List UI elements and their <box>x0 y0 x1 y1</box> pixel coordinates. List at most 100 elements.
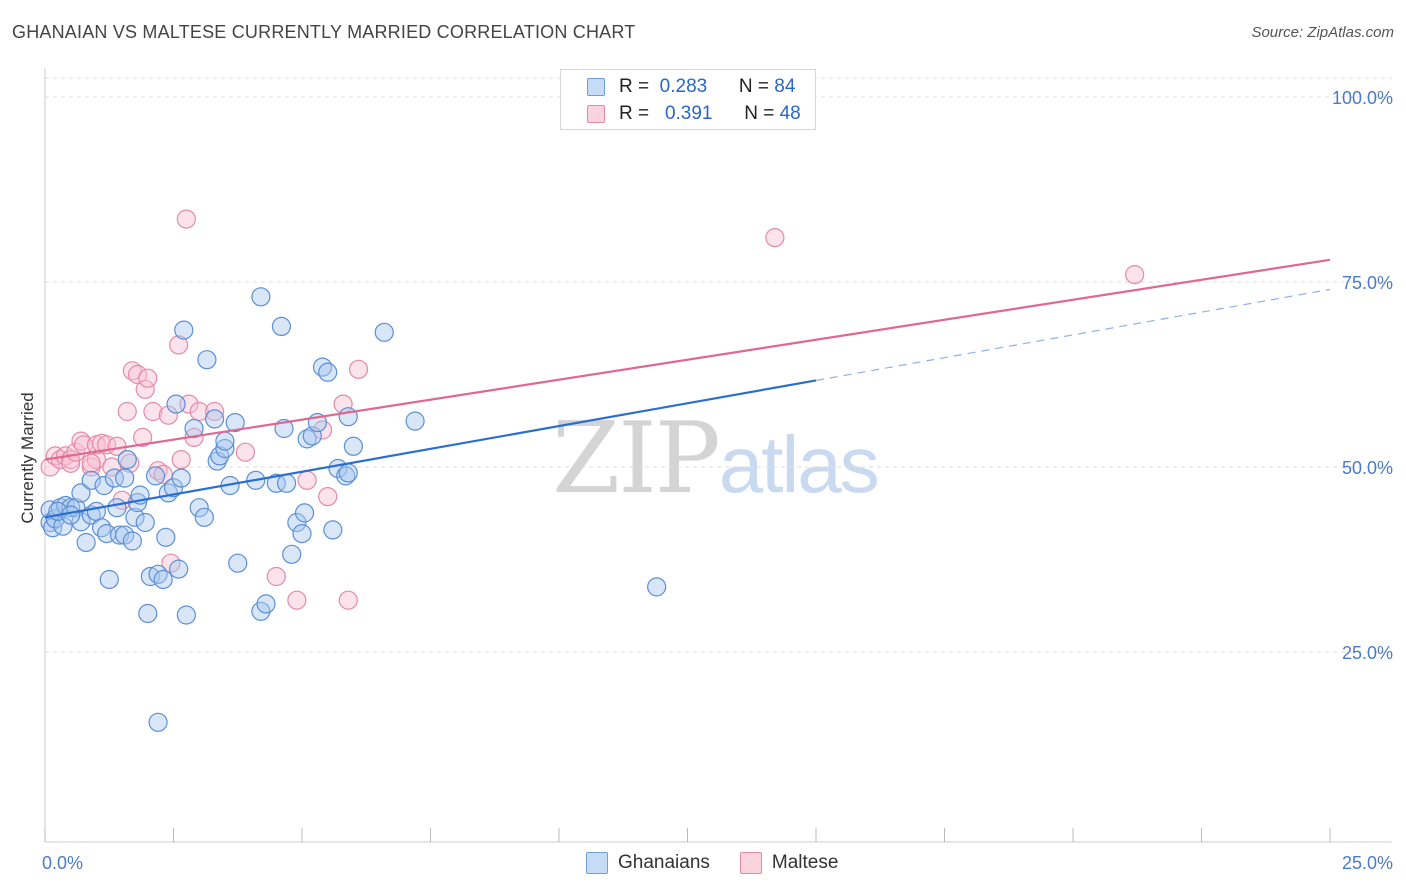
legend-r-value: 0.283 <box>659 76 708 97</box>
y-tick-label: 75.0% <box>1342 273 1393 293</box>
ghanaian-point <box>256 594 276 614</box>
ghanaian-point <box>318 362 338 382</box>
maltese-point <box>138 368 158 388</box>
ghanaian-point <box>71 483 91 503</box>
ghanaian-point <box>282 544 302 564</box>
correlation-legend: R = 0.283 N = 84 R = 0.391 N = 48 <box>560 69 816 130</box>
ghanaian-point <box>94 475 114 496</box>
maltese-point <box>171 450 191 470</box>
legend-n-value: 48 <box>779 103 801 124</box>
ghanaian-point <box>163 478 184 498</box>
axis-layer <box>44 68 1392 843</box>
maltese-point <box>338 590 358 610</box>
ghanaian-points <box>40 287 667 732</box>
grid-layer <box>45 77 1392 653</box>
ghanaian-point <box>156 527 176 547</box>
y-tick-label: 50.0% <box>1342 458 1393 478</box>
ghanaian-point <box>117 450 137 470</box>
legend-n-label: N = <box>738 76 770 97</box>
ghanaian-point <box>189 498 209 518</box>
x-tick-label: 25.0% <box>1342 853 1393 873</box>
ghanaian-point <box>153 569 173 590</box>
maltese-point <box>148 461 168 481</box>
maltese-point <box>158 405 178 425</box>
ghanaian-point <box>228 553 248 573</box>
ghanaian-point <box>251 287 271 307</box>
ghanaian-point <box>312 357 333 377</box>
ghanaian-point <box>297 429 317 449</box>
ghanaian-point <box>215 431 235 451</box>
ghanaian-point <box>338 463 358 483</box>
maltese-point <box>133 427 153 447</box>
y-tick-label: 100.0% <box>1332 88 1393 108</box>
chart-title: GHANAIAN VS MALTESE CURRENTLY MARRIED CO… <box>12 22 636 42</box>
ghanaian-point <box>294 503 315 523</box>
series-legend-maltese: Maltese <box>739 852 839 874</box>
maltese-point <box>318 487 338 507</box>
ghanaian-point <box>148 564 168 584</box>
legend-n-value: 84 <box>774 76 796 97</box>
ghanaian-point <box>205 409 225 429</box>
legend-r-label: R = <box>619 76 650 97</box>
maltese-point <box>235 442 256 462</box>
maltese-point <box>66 442 86 462</box>
maltese-point <box>122 361 142 381</box>
maltese-point <box>102 457 122 477</box>
ghanaian-point <box>287 512 307 533</box>
maltese-point <box>1125 265 1145 285</box>
legend-r-value: 0.391 <box>664 103 713 124</box>
maltese-trend-line <box>44 258 1331 461</box>
ghanaian-point <box>71 512 91 532</box>
maltese-point <box>169 335 189 355</box>
ghanaian-point <box>271 316 292 336</box>
zipatlas-watermark: ZIPatlas <box>552 402 880 516</box>
ghanaian-point <box>336 466 356 486</box>
legend-r-label: R = <box>619 103 650 124</box>
legend-row-maltese: R = 0.391 N = 48 <box>587 103 801 125</box>
trend-layer <box>44 258 1331 519</box>
ghanaian-point <box>194 507 214 527</box>
legend-swatch-blue <box>587 78 605 96</box>
legend-swatch-pink <box>587 105 605 123</box>
y-tick-label: 25.0% <box>1342 643 1393 663</box>
ghanaian-trend-extension <box>815 288 1331 382</box>
ghanaian-point <box>166 394 186 414</box>
legend-row-ghanaians: R = 0.283 N = 84 <box>587 76 795 98</box>
legend-n-label: N = <box>744 103 775 124</box>
maltese-point <box>61 453 81 473</box>
ghanaian-point <box>171 468 191 488</box>
ghanaian-point <box>115 525 135 545</box>
ghanaian-point <box>76 532 96 553</box>
y-axis-label: Currently Married <box>18 392 37 523</box>
maltese-point <box>161 553 181 573</box>
ghanaian-point <box>125 507 145 527</box>
ghanaian-point <box>99 569 119 590</box>
maltese-point <box>765 228 785 248</box>
ghanaian-point <box>148 712 168 732</box>
series-legend-ghanaians: Ghanaians <box>586 852 710 874</box>
ghanaian-point <box>276 473 297 493</box>
maltese-point <box>205 401 225 422</box>
series-label-maltese: Maltese <box>771 852 839 873</box>
maltese-point <box>117 401 137 422</box>
ghanaian-point <box>91 518 112 538</box>
ghanaian-point <box>225 413 245 433</box>
ghanaian-point <box>292 523 312 544</box>
ghanaian-point <box>374 322 394 342</box>
ghanaian-point <box>61 505 81 525</box>
ghanaian-point <box>53 516 73 536</box>
watermark-atlas: atlas <box>718 420 880 509</box>
maltese-point <box>143 401 163 422</box>
ghanaian-point <box>215 438 235 459</box>
maltese-point <box>287 590 307 610</box>
series-swatch-blue <box>586 852 608 874</box>
maltese-points <box>40 209 1145 610</box>
ghanaian-point <box>122 531 142 551</box>
ghanaian-point <box>138 603 158 624</box>
ghanaian-point <box>176 605 196 625</box>
ghanaian-point <box>197 350 217 370</box>
x-tick-label: 0.0% <box>42 853 83 873</box>
ghanaian-point <box>104 468 124 488</box>
ghanaian-trend-line <box>44 379 817 519</box>
